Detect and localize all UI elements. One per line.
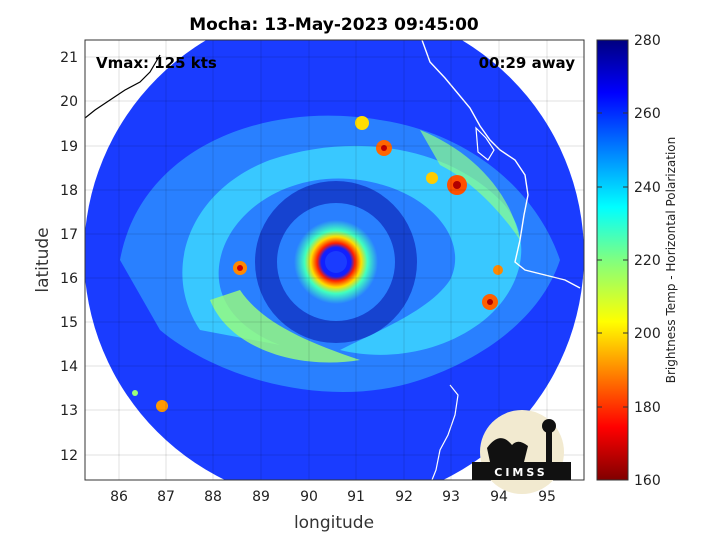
- logo-text: CIMSS: [494, 466, 547, 479]
- x-axis-label: longitude: [294, 513, 374, 533]
- time-away-annotation: 00:29 away: [479, 54, 576, 72]
- chart-title: Mocha: 13-May-2023 09:45:00: [189, 15, 479, 35]
- y-tick-labels: 12 13 14 15 16 17 18 19 20 21: [60, 50, 78, 464]
- x-tick-label: 94: [490, 489, 508, 505]
- y-tick-label: 19: [60, 139, 78, 155]
- colorbar-tick-label: 180: [634, 400, 661, 416]
- colorbar-tick-label: 240: [634, 180, 661, 196]
- y-tick-label: 17: [60, 227, 78, 243]
- y-tick-label: 13: [60, 403, 78, 419]
- colorbar-tick-label: 280: [634, 33, 661, 49]
- y-tick-label: 18: [60, 183, 78, 199]
- y-tick-label: 15: [60, 315, 78, 331]
- colorbar-ticks: [597, 39, 628, 481]
- colorbar-tick-label: 200: [634, 326, 661, 342]
- colorbar-tick-label: 220: [634, 253, 661, 269]
- y-tick-label: 12: [60, 448, 78, 464]
- y-tick-label: 21: [60, 50, 78, 66]
- colorbar: [596, 39, 629, 481]
- x-tick-label: 95: [538, 489, 556, 505]
- x-tick-label: 88: [204, 489, 222, 505]
- x-tick-labels: 86 87 88 89 90 91 92 93 94 95: [110, 489, 556, 505]
- grid: [85, 40, 584, 480]
- colorbar-tick-labels: 160 180 200 220 240 260 280: [634, 33, 661, 489]
- y-tick-label: 14: [60, 359, 78, 375]
- x-tick-label: 91: [347, 489, 365, 505]
- y-tick-label: 16: [60, 271, 78, 287]
- colorbar-tick-label: 260: [634, 106, 661, 122]
- vmax-annotation: Vmax: 125 kts: [96, 54, 217, 72]
- x-tick-label: 90: [300, 489, 318, 505]
- colorbar-tick-label: 160: [634, 473, 661, 489]
- axes-frame: [84, 39, 585, 481]
- x-tick-label: 87: [157, 489, 175, 505]
- x-tick-label: 86: [110, 489, 128, 505]
- colorbar-label: Brightness Temp - Horizontal Polarizatio…: [664, 137, 678, 384]
- cimss-logo: CIMSS: [472, 410, 571, 494]
- x-tick-label: 93: [442, 489, 460, 505]
- y-axis-label: latitude: [33, 227, 53, 292]
- brightness-temperature-image: [85, 40, 584, 480]
- x-tick-label: 89: [252, 489, 270, 505]
- y-tick-label: 20: [60, 94, 78, 110]
- x-tick-label: 92: [395, 489, 413, 505]
